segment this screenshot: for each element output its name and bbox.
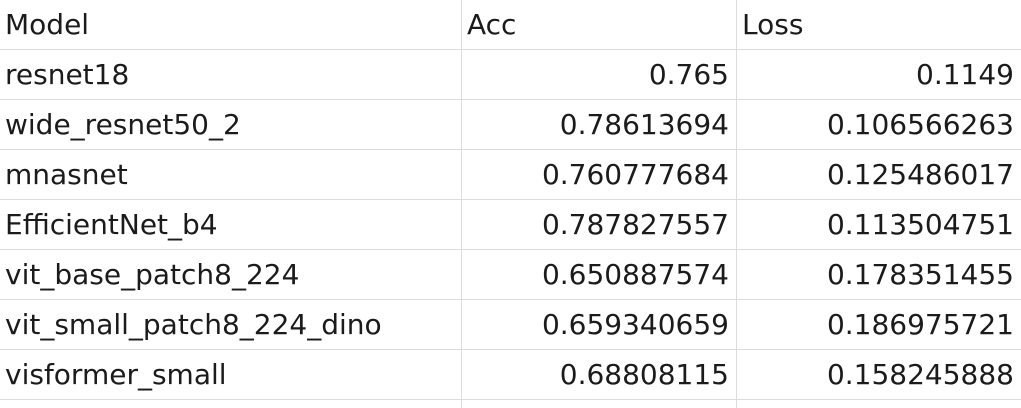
empty-cell[interactable] [737,400,1021,408]
cell-acc[interactable]: 0.659340659 [462,300,737,350]
cell-loss[interactable]: 0.178351455 [737,250,1021,300]
cell-loss[interactable]: 0.158245888 [737,350,1021,400]
cell-loss[interactable]: 0.125486017 [737,150,1021,200]
cell-loss[interactable]: 0.106566263 [737,100,1021,150]
cell-acc[interactable]: 0.650887574 [462,250,737,300]
cell-loss[interactable]: 0.1149 [737,50,1021,100]
header-loss[interactable]: Loss [737,0,1021,50]
cell-acc[interactable]: 0.787827557 [462,200,737,250]
cell-acc[interactable]: 0.760777684 [462,150,737,200]
cell-model[interactable]: resnet18 [0,50,462,100]
cell-model[interactable]: vit_small_patch8_224_dino [0,300,462,350]
empty-row [0,400,1021,408]
cell-loss[interactable]: 0.186975721 [737,300,1021,350]
header-model[interactable]: Model [0,0,462,50]
cell-model[interactable]: vit_base_patch8_224 [0,250,462,300]
cell-model[interactable]: wide_resnet50_2 [0,100,462,150]
cell-model[interactable]: EfficientNet_b4 [0,200,462,250]
cell-model[interactable]: visformer_small [0,350,462,400]
cell-loss[interactable]: 0.113504751 [737,200,1021,250]
cell-model[interactable]: mnasnet [0,150,462,200]
empty-cell[interactable] [462,400,737,408]
empty-cell[interactable] [0,400,462,408]
cell-acc[interactable]: 0.68808115 [462,350,737,400]
cell-acc[interactable]: 0.78613694 [462,100,737,150]
header-acc[interactable]: Acc [462,0,737,50]
cell-acc[interactable]: 0.765 [462,50,737,100]
